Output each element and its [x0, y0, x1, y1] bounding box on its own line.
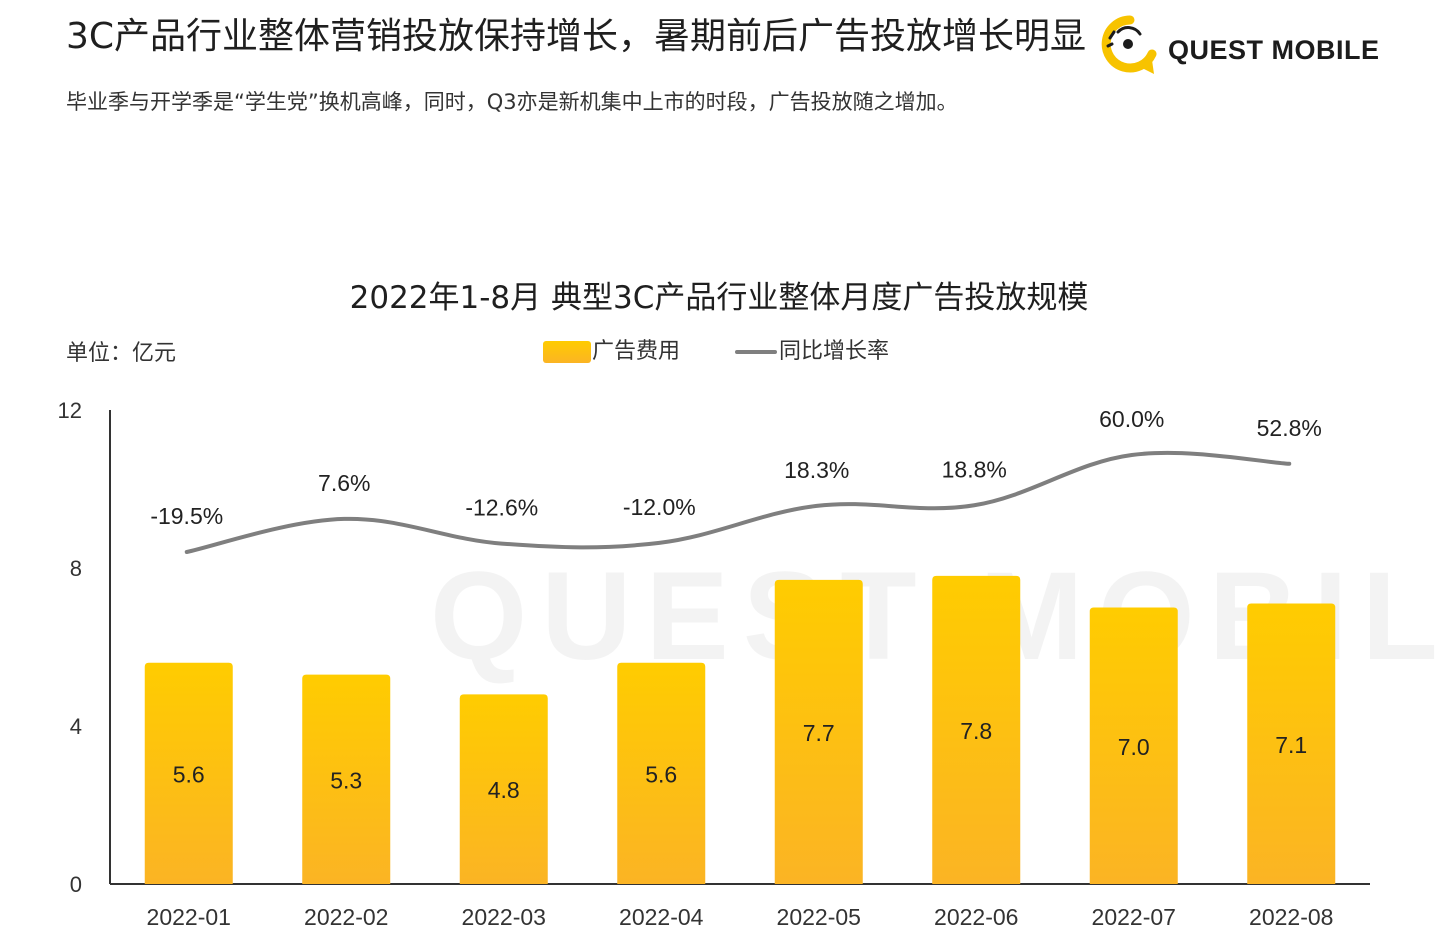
bar-2022-07	[1089, 607, 1178, 884]
y-tick-label: 0	[70, 872, 82, 897]
quest-mobile-logo	[1101, 15, 1157, 74]
growth-rate-label: 18.8%	[942, 456, 1007, 482]
bar-value-label: 7.0	[1118, 734, 1150, 760]
page-subtitle: 毕业季与开学季是“学生党”换机高峰，同时，Q3亦是新机集中上市的时段，广告投放随…	[66, 90, 958, 114]
bar-2022-04	[617, 662, 706, 884]
legend-line-swatch	[735, 350, 777, 354]
bar-value-label: 7.7	[803, 720, 835, 746]
unit-label: 单位：亿元	[66, 341, 177, 366]
x-tick-label: 2022-04	[619, 904, 704, 930]
bar-value-label: 5.6	[645, 761, 677, 787]
bar-2022-01	[144, 662, 233, 884]
growth-rate-label: -12.6%	[465, 495, 538, 521]
growth-rate-label: 52.8%	[1257, 415, 1322, 441]
bar-2022-03	[459, 694, 548, 884]
x-tick-label: 2022-03	[462, 904, 546, 930]
bar-value-label: 7.8	[960, 718, 992, 744]
growth-rate-label: 60.0%	[1099, 406, 1164, 432]
bar-2022-06	[932, 575, 1021, 884]
x-tick-label: 2022-02	[304, 904, 388, 930]
growth-rate-label: -12.0%	[623, 494, 696, 520]
chart-title: 2022年1-8月 典型3C产品行业整体月度广告投放规模	[349, 280, 1089, 316]
growth-rate-label: -19.5%	[150, 503, 223, 529]
x-tick-label: 2022-01	[147, 904, 231, 930]
x-tick-label: 2022-05	[777, 904, 861, 930]
bar-2022-05	[774, 579, 863, 884]
x-tick-label: 2022-07	[1092, 904, 1176, 930]
page-headline: 3C产品行业整体营销投放保持增长，暑期前后广告投放增长明显	[66, 16, 1087, 57]
y-tick-label: 4	[70, 714, 82, 739]
growth-rate-label: 18.3%	[784, 457, 849, 483]
logo-text: QUEST MOBILE	[1168, 35, 1380, 65]
bar-2022-08	[1247, 603, 1336, 884]
bar-value-label: 4.8	[488, 777, 520, 803]
bar-value-label: 5.3	[330, 767, 362, 793]
x-tick-label: 2022-06	[934, 904, 1018, 930]
bar-value-label: 7.1	[1275, 732, 1307, 758]
legend-bar-swatch	[543, 341, 591, 363]
legend-line-label: 同比增长率	[779, 339, 890, 364]
bar-value-label: 5.6	[173, 761, 205, 787]
growth-rate-line	[184, 450, 1292, 554]
bar-2022-02	[302, 674, 391, 884]
legend-bar-label: 广告费用	[592, 339, 681, 364]
logo-mark-icon	[1101, 15, 1157, 74]
y-tick-label: 12	[58, 398, 82, 423]
x-tick-label: 2022-08	[1249, 904, 1333, 930]
growth-rate-label: 7.6%	[318, 470, 370, 496]
y-tick-label: 8	[70, 556, 82, 581]
